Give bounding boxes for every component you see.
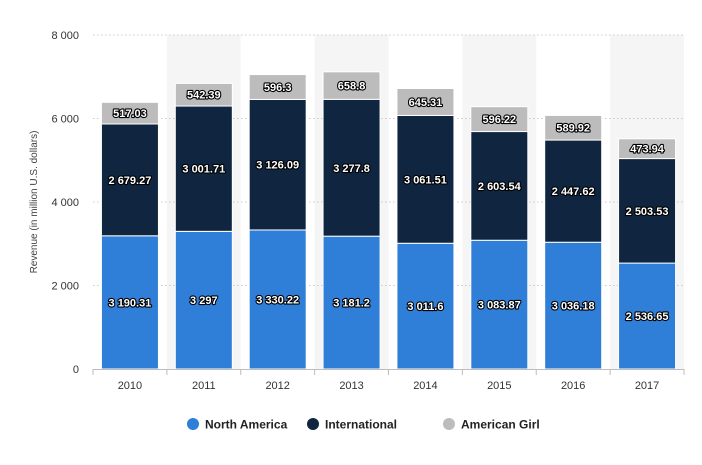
data-label: 2 503.53 <box>626 206 669 218</box>
bar-segment[interactable] <box>618 138 677 160</box>
bar-segment[interactable] <box>618 158 677 264</box>
y-tick-label: 4 000 <box>51 197 79 209</box>
bar-segment[interactable] <box>544 114 603 141</box>
data-label: 3 036.18 <box>552 301 595 313</box>
bar-segment[interactable] <box>396 242 455 370</box>
data-label: 542.39 <box>187 90 221 102</box>
y-tick-label: 2 000 <box>51 281 79 293</box>
data-label: 2 679.27 <box>109 175 152 187</box>
legend-item[interactable]: International <box>307 418 397 432</box>
bar-segment[interactable] <box>100 101 159 125</box>
data-label: 473.94 <box>630 144 665 156</box>
y-tick-label: 8 000 <box>51 30 79 42</box>
data-label: 3 190.31 <box>109 297 152 309</box>
legend-label: North America <box>205 418 288 432</box>
data-label: 589.92 <box>556 123 590 135</box>
y-axis-title: Revenue (in million U.S. dollars) <box>29 131 40 274</box>
legend-label: American Girl <box>461 418 540 432</box>
bar-segment[interactable] <box>100 123 159 237</box>
data-label: 596.3 <box>264 82 292 94</box>
data-label: 3 061.51 <box>404 174 447 186</box>
bar-segment[interactable] <box>322 71 381 100</box>
data-label: 3 297 <box>190 295 218 307</box>
data-label: 3 001.71 <box>182 164 225 176</box>
y-axis: 0 2 000 4 000 6 000 8 000 <box>51 30 79 376</box>
data-label: 3 126.09 <box>256 160 299 172</box>
data-label: 3 083.87 <box>478 300 521 312</box>
bar-segment[interactable] <box>618 262 677 370</box>
legend-label: International <box>325 418 397 432</box>
legend[interactable]: North America International American Girl <box>187 418 540 432</box>
x-tick-label: 2015 <box>487 380 511 392</box>
bar-segment[interactable] <box>174 82 233 107</box>
bar-segment[interactable] <box>396 114 455 244</box>
data-label: 2 536.65 <box>626 311 669 323</box>
x-tick-label: 2014 <box>413 380 437 392</box>
bar-segment[interactable] <box>544 139 603 243</box>
data-label: 3 181.2 <box>333 298 370 310</box>
legend-marker <box>307 418 319 430</box>
bar-segment[interactable] <box>396 88 455 116</box>
legend-marker <box>443 418 455 430</box>
data-labels: 3 190.31 2 679.27 517.03 3 297 3 001.71 542.3… <box>107 79 669 324</box>
bar-segment[interactable] <box>322 98 381 237</box>
y-tick-label: 6 000 <box>51 114 79 126</box>
x-tick-label: 2013 <box>339 380 363 392</box>
data-label: 3 330.22 <box>256 294 299 306</box>
bar-segment[interactable] <box>470 239 529 370</box>
x-axis: 2010 2011 2012 2013 2014 2015 2016 2017 <box>92 369 685 392</box>
x-tick-label: 2010 <box>118 380 142 392</box>
bars <box>100 71 677 370</box>
data-label: 2 447.62 <box>552 186 595 198</box>
legend-marker <box>187 418 199 430</box>
data-label: 3 011.6 <box>407 301 443 313</box>
bar-segment[interactable] <box>174 105 233 232</box>
bar-segment[interactable] <box>544 241 603 370</box>
bar-segment[interactable] <box>248 74 307 100</box>
x-tick-label: 2011 <box>192 380 216 392</box>
data-label: 2 603.54 <box>478 181 522 193</box>
bar-segment[interactable] <box>470 131 529 241</box>
data-label: 3 277.8 <box>333 163 370 175</box>
legend-item[interactable]: American Girl <box>443 418 540 432</box>
data-label: 517.03 <box>113 108 147 120</box>
bar-segment[interactable] <box>322 235 381 370</box>
data-label: 596.22 <box>482 114 516 126</box>
y-tick-label: 0 <box>73 364 79 376</box>
data-label: 658.8 <box>338 81 366 93</box>
bar-segment[interactable] <box>470 106 529 133</box>
x-tick-label: 2017 <box>635 380 659 392</box>
x-tick-label: 2012 <box>265 380 289 392</box>
x-tick-label: 2016 <box>561 380 585 392</box>
data-label: 645.31 <box>409 97 443 109</box>
legend-item[interactable]: North America <box>187 418 288 432</box>
